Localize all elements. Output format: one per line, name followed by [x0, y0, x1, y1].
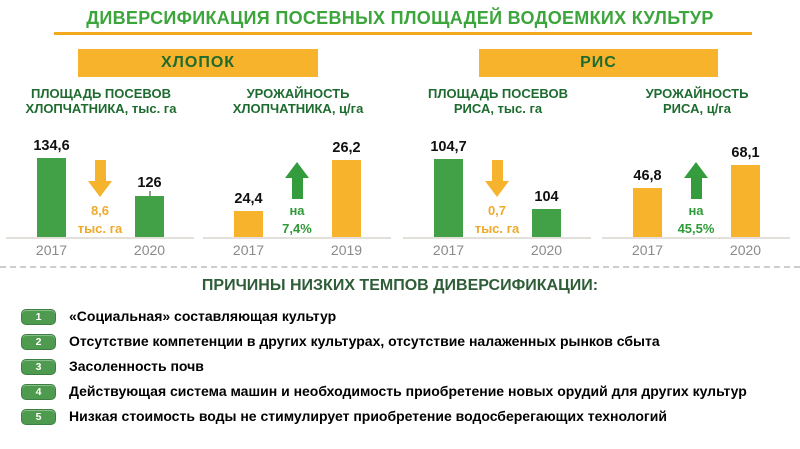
arrow-head — [485, 181, 509, 197]
list-item: 2 Отсутствие компетенции в других культур… — [21, 331, 785, 351]
bar — [633, 188, 662, 237]
arrow-down-icon — [485, 160, 509, 197]
reasons-list: 1 «Социальная» составляющая культур 2 Отсут… — [21, 306, 785, 431]
chart-plot: 24,4 2017 26,2 2019 на 7,4% — [203, 130, 393, 258]
number-badge: 5 — [21, 409, 56, 425]
year-label: 2019 — [330, 242, 363, 258]
number-badge: 4 — [21, 384, 56, 400]
bar — [532, 209, 561, 237]
title-underline — [54, 32, 752, 35]
list-item: 1 «Социальная» составляющая культур — [21, 306, 785, 326]
bar-value-label: 104 — [534, 189, 559, 205]
chart-cotton-yield: УРОЖАЙНОСТЬ ХЛОПЧАТНИКА, ц/га 24,4 2017 26,2… — [203, 86, 393, 258]
number-badge: 2 — [21, 334, 56, 350]
axis-line — [203, 237, 391, 239]
axis-line — [6, 237, 194, 239]
axis-line — [602, 237, 790, 239]
year-label: 2017 — [35, 242, 68, 258]
arrow-stem — [94, 160, 106, 181]
chart-rice-yield: УРОЖАЙНОСТЬ РИСА, ц/га 46,8 2017 68,1 2020 на 4… — [602, 86, 792, 258]
year-label: 2017 — [631, 242, 664, 258]
year-label: 2020 — [133, 242, 166, 258]
section-band-cotton-label: ХЛОПОК — [160, 54, 236, 71]
bar — [37, 158, 66, 237]
arrow-down-icon — [88, 160, 112, 197]
label-leader-line — [148, 191, 151, 196]
bar — [234, 211, 263, 237]
reason-text: «Социальная» составляющая культур — [69, 308, 337, 324]
arrow-head — [684, 162, 708, 178]
change-label: на — [289, 203, 305, 218]
bar — [135, 196, 164, 237]
chart-rice-area: ПЛОЩАДЬ ПОСЕВОВ РИСА, тыс. га 104,7 2017 104… — [403, 86, 593, 258]
number-badge: 1 — [21, 309, 56, 325]
chart-title: УРОЖАЙНОСТЬ ХЛОПЧАТНИКА, ц/га — [232, 86, 364, 116]
chart-title: УРОЖАЙНОСТЬ РИСА, ц/га — [645, 86, 749, 116]
arrow-stem — [291, 178, 303, 199]
chart-title: ПЛОЩАДЬ ПОСЕВОВ РИСА, тыс. га — [428, 86, 568, 116]
bar-value-label: 24,4 — [234, 191, 263, 207]
dashed-separator — [0, 266, 800, 268]
reason-text: Действующая система машин и необходимост… — [69, 383, 747, 399]
reason-text: Засоленность почв — [69, 358, 204, 374]
change-label: 0,7 — [487, 203, 507, 218]
reason-text: Отсутствие компетенции в других культура… — [69, 333, 660, 349]
chart-title: ПЛОЩАДЬ ПОСЕВОВ ХЛОПЧАТНИКА, тыс. га — [25, 86, 177, 116]
page-title: ДИВЕРСИФИКАЦИЯ ПОСЕВНЫХ ПЛОЩАДЕЙ ВОДОЕМК… — [86, 8, 714, 28]
bar-value-label: 126 — [137, 175, 162, 191]
axis-line — [403, 237, 591, 239]
arrow-head — [285, 162, 309, 178]
number-badge: 3 — [21, 359, 56, 375]
list-item: 4 Действующая система машин и необходимос… — [21, 381, 785, 401]
reasons-title: ПРИЧИНЫ НИЗКИХ ТЕМПОВ ДИВЕРСИФИКАЦИИ: — [201, 277, 599, 294]
change-label: 8,6 — [90, 203, 110, 218]
chart-plot: 104,7 2017 104 2020 0,7 тыс. га — [403, 130, 593, 258]
year-label: 2017 — [232, 242, 265, 258]
change-label: 45,5% — [677, 221, 715, 236]
bar — [731, 165, 760, 237]
year-label: 2020 — [729, 242, 762, 258]
list-item: 3 Засоленность почв — [21, 356, 785, 376]
arrow-head — [88, 181, 112, 197]
bar-value-label: 46,8 — [633, 168, 662, 184]
reason-text: Низкая стоимость воды не стимулирует при… — [69, 408, 667, 424]
bar — [434, 159, 463, 237]
change-label: на — [688, 203, 704, 218]
arrow-stem — [690, 178, 702, 199]
bar — [332, 160, 361, 237]
arrow-up-icon — [285, 162, 309, 199]
bar-value-label: 134,6 — [33, 138, 70, 154]
section-band-rice: РИС — [479, 49, 718, 77]
chart-plot: 46,8 2017 68,1 2020 на 45,5% — [602, 130, 792, 258]
bar-value-label: 68,1 — [731, 145, 760, 161]
change-label: 7,4% — [282, 221, 312, 236]
list-item: 5 Низкая стоимость воды не стимулирует пр… — [21, 406, 785, 426]
bar-value-label: 26,2 — [332, 140, 361, 156]
year-label: 2017 — [432, 242, 465, 258]
year-label: 2020 — [530, 242, 563, 258]
arrow-stem — [491, 160, 503, 181]
section-band-rice-label: РИС — [580, 54, 617, 71]
change-label: тыс. га — [474, 221, 520, 236]
chart-cotton-area: ПЛОЩАДЬ ПОСЕВОВ ХЛОПЧАТНИКА, тыс. га 134,6… — [6, 86, 196, 258]
arrow-up-icon — [684, 162, 708, 199]
change-label: тыс. га — [77, 221, 123, 236]
chart-plot: 134,6 2017 126 2020 8,6 тыс. га — [6, 130, 196, 258]
bar-value-label: 104,7 — [430, 139, 467, 155]
section-band-cotton: ХЛОПОК — [78, 49, 318, 77]
